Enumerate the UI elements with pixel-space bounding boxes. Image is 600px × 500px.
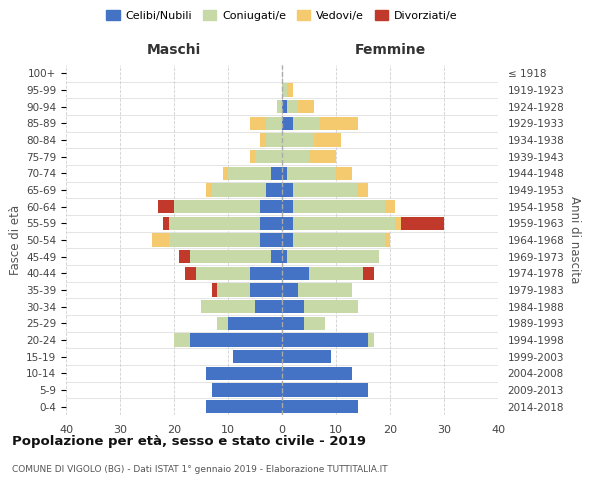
Bar [282, 150, 309, 164]
Bar [282, 184, 293, 196]
Bar [163, 216, 169, 230]
Bar [309, 266, 363, 280]
Bar [293, 184, 358, 196]
Bar [206, 366, 282, 380]
Bar [314, 134, 341, 146]
Bar [169, 234, 260, 246]
Bar [282, 100, 287, 114]
Bar [293, 116, 320, 130]
Bar [282, 316, 304, 330]
Bar [385, 200, 395, 213]
Text: Maschi: Maschi [147, 44, 201, 58]
Bar [228, 316, 282, 330]
Bar [287, 84, 293, 96]
Bar [282, 216, 293, 230]
Bar [293, 234, 385, 246]
Bar [358, 184, 368, 196]
Bar [255, 150, 282, 164]
Bar [217, 316, 228, 330]
Bar [260, 216, 282, 230]
Bar [250, 284, 282, 296]
Bar [158, 200, 174, 213]
Bar [282, 334, 368, 346]
Bar [282, 300, 304, 314]
Bar [266, 184, 282, 196]
Bar [282, 134, 314, 146]
Bar [282, 284, 298, 296]
Bar [277, 100, 282, 114]
Bar [282, 350, 331, 364]
Text: COMUNE DI VIGOLO (BG) - Dati ISTAT 1° gennaio 2019 - Elaborazione TUTTITALIA.IT: COMUNE DI VIGOLO (BG) - Dati ISTAT 1° ge… [12, 465, 388, 474]
Bar [212, 184, 266, 196]
Bar [293, 216, 395, 230]
Bar [185, 266, 196, 280]
Bar [282, 234, 293, 246]
Bar [212, 384, 282, 396]
Bar [179, 250, 190, 264]
Y-axis label: Anni di nascita: Anni di nascita [568, 196, 581, 284]
Bar [250, 266, 282, 280]
Bar [255, 300, 282, 314]
Bar [250, 150, 255, 164]
Bar [401, 216, 444, 230]
Bar [368, 334, 374, 346]
Bar [152, 234, 169, 246]
Bar [287, 100, 298, 114]
Bar [282, 84, 287, 96]
Bar [385, 234, 390, 246]
Bar [206, 184, 212, 196]
Bar [282, 116, 293, 130]
Bar [282, 366, 352, 380]
Bar [298, 284, 352, 296]
Bar [212, 284, 217, 296]
Text: Popolazione per età, sesso e stato civile - 2019: Popolazione per età, sesso e stato civil… [12, 435, 366, 448]
Bar [271, 166, 282, 180]
Bar [190, 250, 271, 264]
Bar [363, 266, 374, 280]
Bar [201, 300, 255, 314]
Bar [282, 400, 358, 413]
Bar [260, 234, 282, 246]
Bar [190, 334, 282, 346]
Bar [287, 250, 379, 264]
Bar [287, 166, 336, 180]
Bar [266, 134, 282, 146]
Bar [174, 334, 190, 346]
Bar [320, 116, 358, 130]
Bar [336, 166, 352, 180]
Bar [196, 266, 250, 280]
Bar [250, 116, 266, 130]
Bar [271, 250, 282, 264]
Bar [395, 216, 401, 230]
Bar [304, 300, 358, 314]
Bar [169, 216, 260, 230]
Bar [282, 250, 287, 264]
Bar [266, 116, 282, 130]
Bar [293, 200, 385, 213]
Bar [233, 350, 282, 364]
Bar [298, 100, 314, 114]
Bar [217, 284, 250, 296]
Bar [304, 316, 325, 330]
Bar [260, 134, 266, 146]
Bar [174, 200, 260, 213]
Legend: Celibi/Nubili, Coniugati/e, Vedovi/e, Divorziati/e: Celibi/Nubili, Coniugati/e, Vedovi/e, Di… [102, 6, 462, 25]
Text: Femmine: Femmine [355, 44, 425, 58]
Bar [282, 166, 287, 180]
Bar [260, 200, 282, 213]
Bar [282, 200, 293, 213]
Bar [206, 400, 282, 413]
Bar [228, 166, 271, 180]
Bar [282, 384, 368, 396]
Bar [282, 266, 309, 280]
Y-axis label: Fasce di età: Fasce di età [9, 205, 22, 275]
Bar [223, 166, 228, 180]
Bar [309, 150, 336, 164]
